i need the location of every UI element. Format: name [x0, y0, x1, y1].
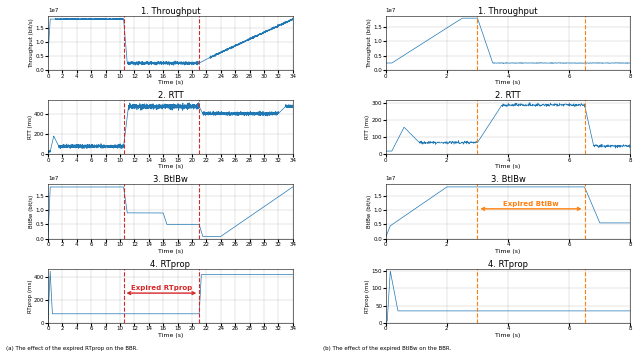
Title: 1. Throughput: 1. Throughput: [141, 7, 200, 16]
Y-axis label: BtlBw (bit/s): BtlBw (bit/s): [367, 195, 372, 228]
Title: 3. BtlBw: 3. BtlBw: [153, 175, 188, 184]
X-axis label: Time (s): Time (s): [495, 333, 521, 338]
Title: 1. Throughput: 1. Throughput: [478, 7, 538, 16]
Y-axis label: RTprop (ms): RTprop (ms): [365, 279, 371, 312]
Y-axis label: RTT (ms): RTT (ms): [365, 115, 371, 139]
Title: 4. RTprop: 4. RTprop: [488, 259, 528, 269]
Title: 3. BtlBw: 3. BtlBw: [491, 175, 525, 184]
Y-axis label: BtlBw (bit/s): BtlBw (bit/s): [29, 195, 35, 228]
Y-axis label: RTT (ms): RTT (ms): [28, 115, 33, 139]
Text: Expired RTprop: Expired RTprop: [131, 285, 192, 291]
X-axis label: Time (s): Time (s): [495, 164, 521, 169]
X-axis label: Time (s): Time (s): [157, 164, 183, 169]
Title: 2. RTT: 2. RTT: [495, 91, 521, 100]
Title: 2. RTT: 2. RTT: [157, 91, 183, 100]
Y-axis label: Throughput (bit/s): Throughput (bit/s): [367, 18, 372, 68]
X-axis label: Time (s): Time (s): [495, 80, 521, 85]
Y-axis label: Throughput (bit/s): Throughput (bit/s): [29, 18, 35, 68]
X-axis label: Time (s): Time (s): [495, 249, 521, 253]
X-axis label: Time (s): Time (s): [157, 80, 183, 85]
Text: (a) The effect of the expired RTprop on the BBR.: (a) The effect of the expired RTprop on …: [6, 346, 138, 351]
Y-axis label: RTprop (ms): RTprop (ms): [28, 279, 33, 312]
X-axis label: Time (s): Time (s): [157, 333, 183, 338]
Text: (b) The effect of the expired BtlBw on the BBR.: (b) The effect of the expired BtlBw on t…: [323, 346, 451, 351]
Text: Expired BtlBw: Expired BtlBw: [503, 201, 559, 207]
X-axis label: Time (s): Time (s): [157, 249, 183, 253]
Title: 4. RTprop: 4. RTprop: [150, 259, 190, 269]
